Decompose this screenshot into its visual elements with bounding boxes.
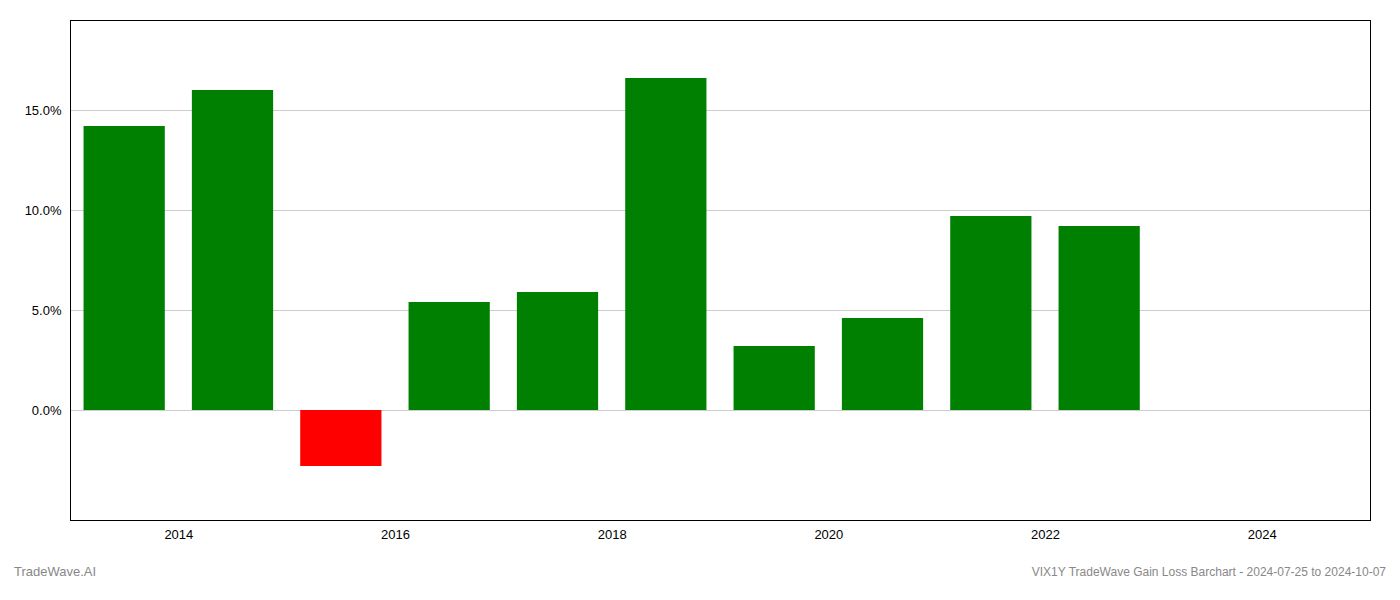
svg-text:2014: 2014 [164, 527, 193, 542]
svg-text:10.0%: 10.0% [25, 203, 62, 218]
svg-text:2016: 2016 [381, 527, 410, 542]
html-text:VIX1Y TradeWave Gain Loss Barc: VIX1Y TradeWave Gain Loss Barchart - 202… [1031, 565, 1386, 579]
svg-text:2018: 2018 [598, 527, 627, 542]
svg-text:2022: 2022 [1031, 527, 1060, 542]
svg-text:15.0%: 15.0% [25, 103, 62, 118]
html-text:TradeWave.AI: TradeWave.AI [14, 564, 97, 579]
svg-text:0.0%: 0.0% [32, 403, 62, 418]
svg-text:5.0%: 5.0% [32, 303, 62, 318]
svg-text:2020: 2020 [814, 527, 843, 542]
svg-text:2024: 2024 [1248, 527, 1277, 542]
